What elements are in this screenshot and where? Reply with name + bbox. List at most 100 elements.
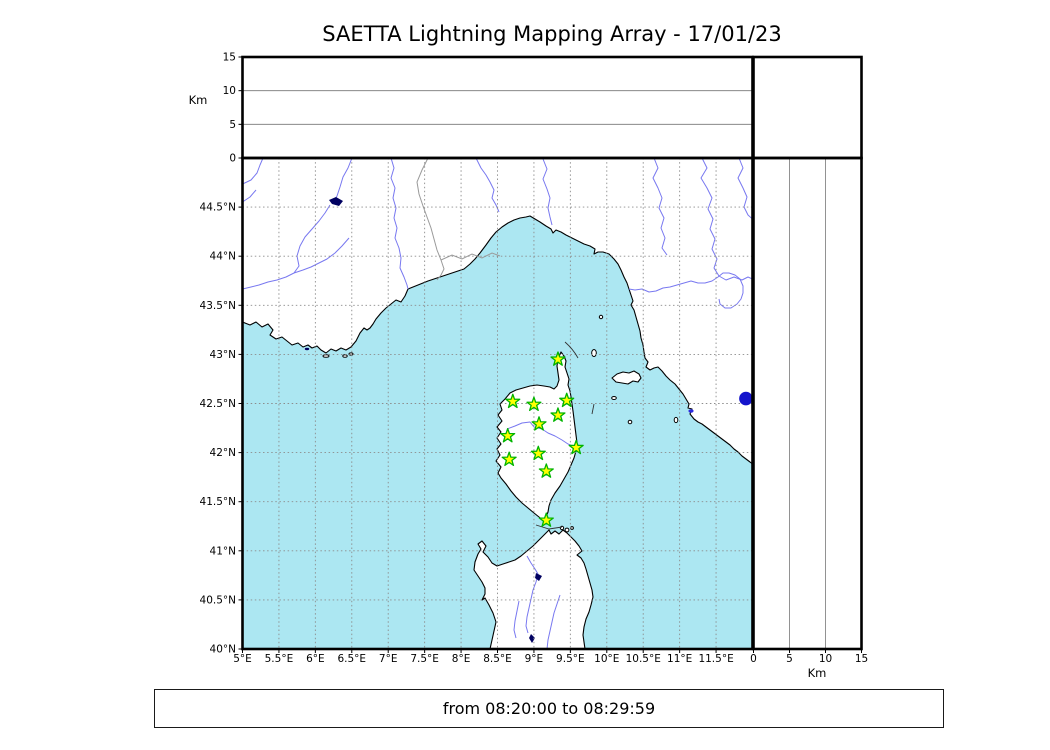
river-apennine-1 [652, 158, 668, 256]
axis-tick-labels: 5°E 5.5°E 6°E 6.5°E 7°E 7.5°E 8°E 8.5°E 9°E 9.5°E… [200, 52, 869, 666]
map-lat-tick-label: 44.5°N [200, 202, 236, 214]
river-sardinia-west [513, 600, 520, 639]
river-apennine-3 [737, 158, 753, 220]
top-panel-alt-tick-label: 15 [223, 52, 236, 64]
river-durance-upper [333, 158, 353, 202]
river-durance [242, 204, 331, 290]
island-porquerolles [322, 354, 330, 358]
map-lat-tick-label: 40°N [210, 644, 236, 656]
landmasses [242, 158, 753, 649]
right-panel-unit-label: Km [808, 666, 827, 680]
map-lon-tick-label: 6°E [306, 653, 325, 665]
annotation-line-tuscan-arch [591, 403, 595, 415]
lma-station-marker [500, 427, 516, 443]
annotation-line-bonifacio-strait [535, 524, 563, 530]
map-lon-tick-label: 5°E [233, 653, 252, 665]
lma-station-marker [568, 439, 584, 455]
right-panel-alt-tick-label: 15 [855, 653, 868, 665]
island-maddalena-3 [570, 526, 574, 530]
right-panel-alt-tick-label: 0 [750, 653, 757, 665]
map-lon-tick-label: 7°E [379, 653, 398, 665]
river-liguria-2 [542, 158, 553, 226]
border-france-italy [416, 158, 445, 281]
annotation-line-ne-capcorse [564, 341, 579, 359]
right-altitude-panel-frame [752, 156, 863, 651]
border-liguria [440, 252, 501, 261]
island-port-cros [342, 354, 348, 358]
river-arno [628, 272, 744, 309]
map-panel [242, 158, 753, 649]
map-lon-tick-label: 8.5°E [483, 653, 512, 665]
map-lon-tick-label: 10°E [594, 653, 619, 665]
map-lat-tick-label: 43.5°N [200, 300, 236, 312]
island-elba [611, 370, 642, 385]
river-liguria-1 [475, 158, 500, 213]
right-panel-alt-tick-label: 10 [819, 653, 832, 665]
right-panel-alt-tick-label: 5 [786, 653, 793, 665]
figure-title: SAETTA Lightning Mapping Array - 17/01/2… [322, 22, 782, 46]
map-lon-tick-label: 10.5°E [626, 653, 661, 665]
top-panel-unit-label: Km [189, 93, 208, 107]
toulon-harbor-mark [304, 347, 310, 351]
map-lat-tick-label: 40.5°N [200, 594, 236, 606]
map-lon-tick-label: 9.5°E [556, 653, 585, 665]
coastline-mainland [242, 158, 753, 465]
top-panel-alt-tick-label: 10 [223, 85, 236, 97]
lma-station-marker [505, 393, 521, 409]
lma-station-marker [559, 392, 575, 408]
top-panel-alt-tick-label: 0 [229, 153, 236, 165]
map-lon-tick-label: 9°E [525, 653, 544, 665]
rivers [242, 158, 753, 649]
lma-station-marker [538, 463, 554, 478]
lake-omodeo [529, 634, 535, 643]
map-annotations [535, 341, 595, 530]
river-sardinia-east [546, 594, 561, 649]
map-lat-tick-label: 43°N [210, 349, 236, 361]
map-lat-tick-label: 42.5°N [200, 398, 236, 410]
map-lat-tick-label: 41°N [210, 545, 236, 557]
map-lon-tick-label: 5.5°E [265, 653, 294, 665]
lma-stations [500, 351, 584, 527]
map-lat-tick-label: 42°N [210, 447, 236, 459]
island-montecristo [627, 419, 633, 425]
blue-dot-marker [739, 391, 753, 406]
island-maddalena-2 [564, 527, 570, 533]
lma-station-marker [530, 445, 546, 461]
lake-serre-poncon [329, 197, 343, 206]
island-giglio [673, 416, 679, 424]
map-lat-tick-label: 41.5°N [200, 496, 236, 508]
river-nw-1 [242, 158, 264, 185]
river-var [390, 158, 409, 290]
lma-station-marker [550, 407, 566, 422]
map-lat-tick-label: 44°N [210, 251, 236, 263]
lma-station-marker [550, 351, 566, 366]
map-lon-tick-label: 7.5°E [410, 653, 439, 665]
coastline-corsica [495, 351, 578, 522]
river-apennine-2 [700, 158, 753, 281]
lakes [304, 197, 694, 643]
graticule [242, 158, 753, 649]
admin-borders [416, 158, 501, 281]
time-range-box: from 08:20:00 to 08:29:59 [154, 689, 944, 728]
top-altitude-panel-frame [241, 55, 754, 160]
lma-station-marker [531, 416, 547, 431]
top-right-box-frame [752, 55, 863, 160]
island-capraia [591, 349, 597, 357]
river-verdon [293, 237, 350, 274]
island-gorgona [598, 314, 604, 320]
lagoon-orbetello [688, 409, 694, 413]
top-panel-alt-tick-label: 5 [229, 119, 236, 131]
map-lon-tick-label: 6.5°E [337, 653, 366, 665]
panel-gridlines [242, 90, 826, 649]
map-lon-tick-label: 8°E [452, 653, 471, 665]
river-coghinas [525, 555, 539, 634]
map-lon-tick-label: 11.5°E [698, 653, 733, 665]
point-markers [739, 391, 753, 406]
lma-station-marker [526, 396, 542, 412]
lake-coghinas [535, 573, 542, 581]
lma-station-marker [538, 512, 554, 527]
lma-station-marker [501, 451, 517, 467]
axis-ticks [238, 56, 862, 653]
